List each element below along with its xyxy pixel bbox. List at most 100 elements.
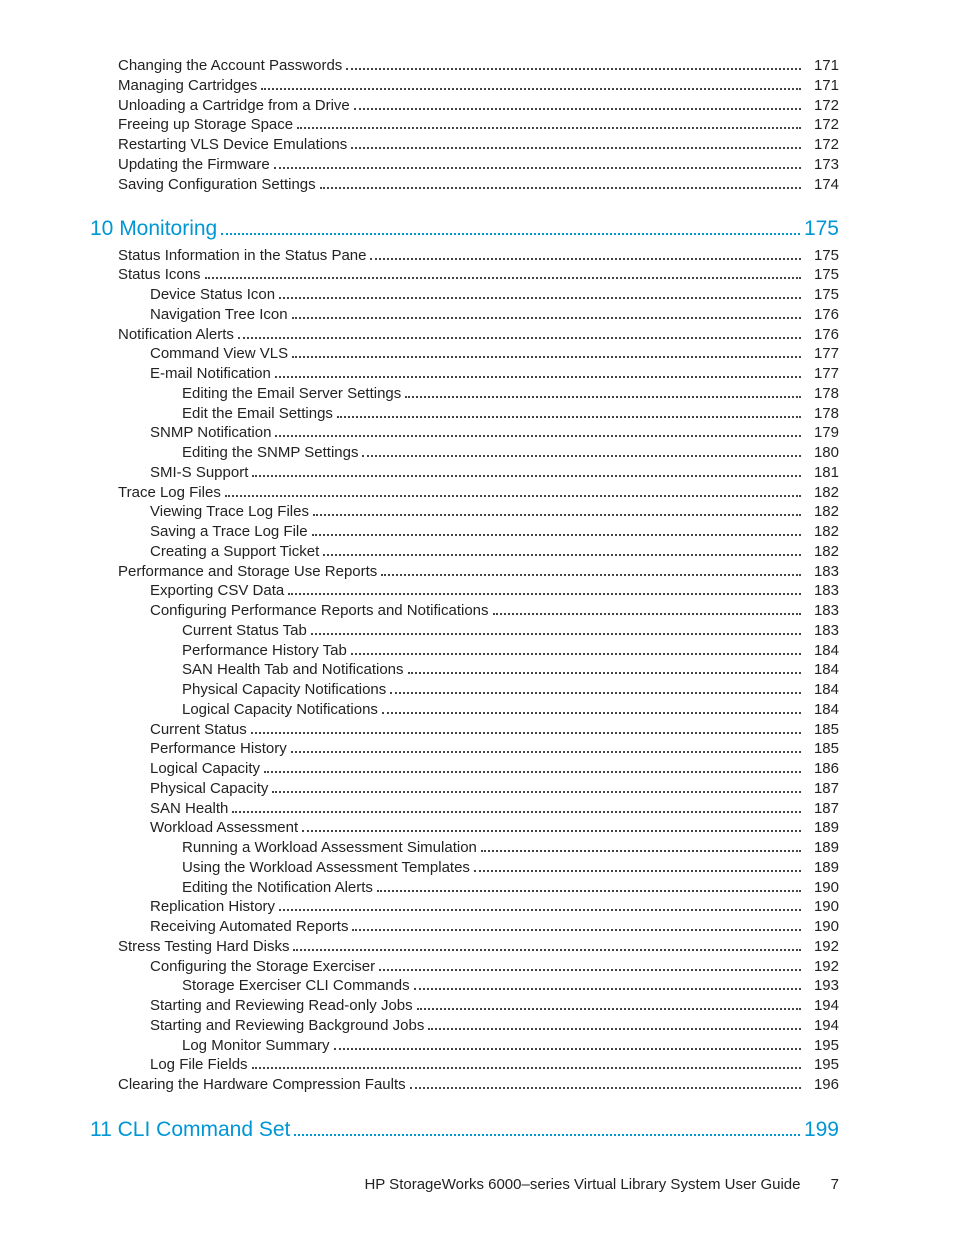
toc-entry-label[interactable]: Current Status [150,721,247,740]
toc-entry-label[interactable]: Restarting VLS Device Emulations [118,136,347,155]
toc-entry-label[interactable]: Performance and Storage Use Reports [118,563,377,582]
toc-entry-page[interactable]: 190 [805,879,839,898]
toc-entry-page[interactable]: 193 [805,977,839,996]
toc-entry-label[interactable]: Editing the Email Server Settings [182,385,401,404]
toc-entry-label[interactable]: Edit the Email Settings [182,405,333,424]
toc-entry-page[interactable]: 172 [805,136,839,155]
toc-entry-page[interactable]: 189 [805,819,839,838]
toc-entry-page[interactable]: 190 [805,898,839,917]
toc-entry-label[interactable]: E-mail Notification [150,365,271,384]
toc-entry-label[interactable]: Editing the SNMP Settings [182,444,358,463]
toc-entry-page[interactable]: 184 [805,661,839,680]
toc-entry-page[interactable]: 192 [805,938,839,957]
toc-entry-label[interactable]: Physical Capacity Notifications [182,681,386,700]
toc-entry-page[interactable]: 187 [805,780,839,799]
toc-entry-page[interactable]: 194 [805,1017,839,1036]
toc-entry-label[interactable]: Notification Alerts [118,326,234,345]
toc-entry-label[interactable]: Physical Capacity [150,780,268,799]
toc-entry-label[interactable]: Workload Assessment [150,819,298,838]
toc-entry-label[interactable]: SAN Health Tab and Notifications [182,661,404,680]
toc-entry-label[interactable]: Unloading a Cartridge from a Drive [118,97,350,116]
toc-entry-page[interactable]: 184 [805,642,839,661]
toc-entry-label[interactable]: Replication History [150,898,275,917]
toc-entry-label[interactable]: Receiving Automated Reports [150,918,348,937]
toc-entry-label[interactable]: Status Icons [118,266,201,285]
toc-entry-label[interactable]: SNMP Notification [150,424,271,443]
toc-entry-label[interactable]: Current Status Tab [182,622,307,641]
toc-entry-label[interactable]: 10 Monitoring [90,216,217,242]
toc-entry-page[interactable]: 184 [805,701,839,720]
toc-entry-label[interactable]: Log File Fields [150,1056,248,1075]
toc-entry-page[interactable]: 182 [805,543,839,562]
toc-entry-label[interactable]: Logical Capacity [150,760,260,779]
toc-entry-page[interactable]: 189 [805,839,839,858]
toc-entry-page[interactable]: 183 [805,582,839,601]
toc-entry-page[interactable]: 175 [805,247,839,266]
toc-entry-label[interactable]: Trace Log Files [118,484,221,503]
toc-entry-page[interactable]: 176 [805,326,839,345]
toc-entry-label[interactable]: Navigation Tree Icon [150,306,288,325]
toc-entry-page[interactable]: 180 [805,444,839,463]
toc-entry-label[interactable]: Clearing the Hardware Compression Faults [118,1076,406,1095]
toc-entry-page[interactable]: 174 [805,176,839,195]
toc-entry-page[interactable]: 175 [805,266,839,285]
toc-entry-label[interactable]: Status Information in the Status Pane [118,247,366,266]
toc-entry-label[interactable]: Configuring Performance Reports and Noti… [150,602,489,621]
toc-entry-label[interactable]: Saving Configuration Settings [118,176,316,195]
toc-entry-label[interactable]: Freeing up Storage Space [118,116,293,135]
toc-entry-page[interactable]: 181 [805,464,839,483]
toc-entry-page[interactable]: 183 [805,563,839,582]
toc-entry-page[interactable]: 189 [805,859,839,878]
toc-entry-label[interactable]: Starting and Reviewing Read-only Jobs [150,997,413,1016]
toc-entry-label[interactable]: Changing the Account Passwords [118,57,342,76]
toc-entry-page[interactable]: 183 [805,602,839,621]
toc-entry-label[interactable]: Updating the Firmware [118,156,270,175]
toc-entry-label[interactable]: Using the Workload Assessment Templates [182,859,470,878]
toc-entry-label[interactable]: Command View VLS [150,345,288,364]
toc-entry-page[interactable]: 195 [805,1056,839,1075]
toc-entry-page[interactable]: 175 [805,286,839,305]
toc-entry-page[interactable]: 171 [805,57,839,76]
toc-entry-page[interactable]: 179 [805,424,839,443]
toc-entry-page[interactable]: 184 [805,681,839,700]
toc-entry-label[interactable]: Editing the Notification Alerts [182,879,373,898]
toc-entry-page[interactable]: 172 [805,116,839,135]
toc-entry-label[interactable]: Creating a Support Ticket [150,543,319,562]
toc-entry-page[interactable]: 194 [805,997,839,1016]
toc-entry-page[interactable]: 182 [805,484,839,503]
toc-entry-label[interactable]: Viewing Trace Log Files [150,503,309,522]
toc-entry-label[interactable]: 11 CLI Command Set [90,1117,290,1143]
toc-entry-page[interactable]: 175 [804,216,839,242]
toc-entry-page[interactable]: 185 [805,721,839,740]
toc-entry-page[interactable]: 173 [805,156,839,175]
toc-entry-page[interactable]: 199 [804,1117,839,1143]
toc-entry-page[interactable]: 186 [805,760,839,779]
toc-entry-page[interactable]: 171 [805,77,839,96]
toc-entry-page[interactable]: 196 [805,1076,839,1095]
toc-entry-page[interactable]: 183 [805,622,839,641]
toc-entry-label[interactable]: SMI-S Support [150,464,248,483]
toc-entry-page[interactable]: 187 [805,800,839,819]
toc-entry-label[interactable]: Device Status Icon [150,286,275,305]
toc-entry-page[interactable]: 182 [805,503,839,522]
toc-entry-page[interactable]: 177 [805,345,839,364]
toc-entry-label[interactable]: Stress Testing Hard Disks [118,938,289,957]
toc-entry-page[interactable]: 185 [805,740,839,759]
toc-entry-page[interactable]: 190 [805,918,839,937]
toc-entry-page[interactable]: 178 [805,385,839,404]
toc-entry-label[interactable]: Configuring the Storage Exerciser [150,958,375,977]
toc-entry-page[interactable]: 177 [805,365,839,384]
toc-entry-page[interactable]: 192 [805,958,839,977]
toc-entry-label[interactable]: Performance History Tab [182,642,347,661]
toc-entry-label[interactable]: Saving a Trace Log File [150,523,308,542]
toc-entry-label[interactable]: Exporting CSV Data [150,582,284,601]
toc-entry-page[interactable]: 182 [805,523,839,542]
toc-entry-label[interactable]: Logical Capacity Notifications [182,701,378,720]
toc-entry-page[interactable]: 172 [805,97,839,116]
toc-entry-page[interactable]: 176 [805,306,839,325]
toc-entry-label[interactable]: Storage Exerciser CLI Commands [182,977,410,996]
toc-entry-label[interactable]: Performance History [150,740,287,759]
toc-entry-label[interactable]: Managing Cartridges [118,77,257,96]
toc-entry-page[interactable]: 195 [805,1037,839,1056]
toc-entry-label[interactable]: SAN Health [150,800,228,819]
